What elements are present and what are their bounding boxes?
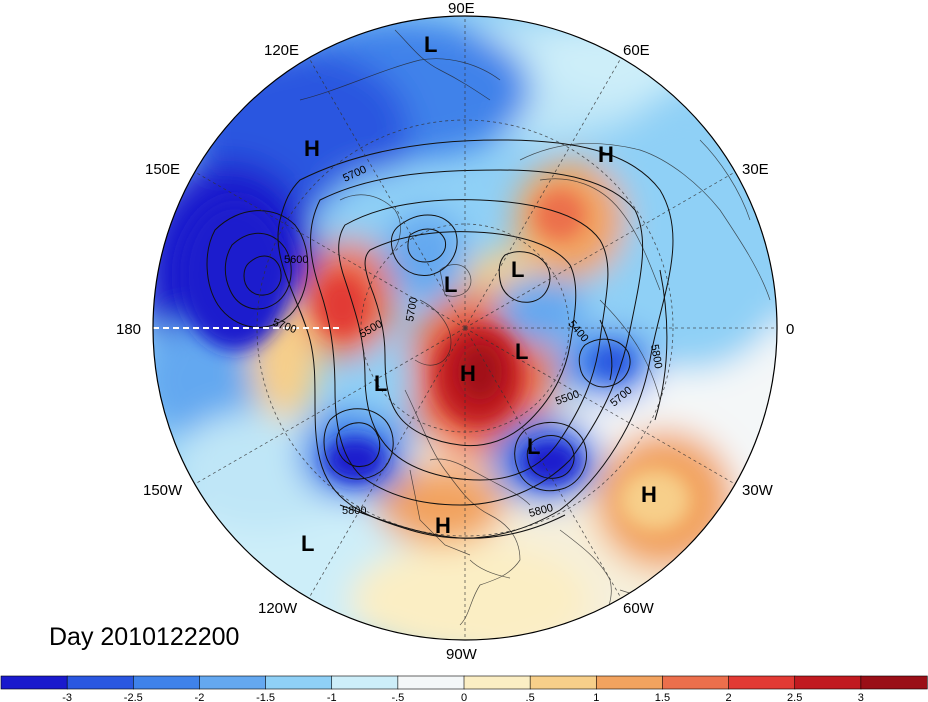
- low-pressure-marker: L: [301, 531, 314, 556]
- colorbar-tick-label: 2.5: [787, 692, 802, 702]
- low-pressure-marker: L: [527, 434, 540, 459]
- high-pressure-marker: H: [641, 482, 657, 507]
- map-title: Day 2010122200: [49, 623, 239, 651]
- colorbar-tick-label: -2: [195, 692, 205, 702]
- colorbar-swatch: [794, 675, 862, 690]
- colorbar-tick-label: 1.5: [655, 692, 670, 702]
- pressure-markers: L H H L L L H L L H H L: [301, 32, 657, 556]
- contour-label: 5800: [648, 343, 664, 369]
- low-pressure-marker: L: [511, 257, 524, 282]
- height-contours: [206, 139, 674, 539]
- lon-label-30e: 30E: [742, 161, 769, 178]
- colorbar-tick-label: 2: [726, 692, 732, 702]
- colorbar-swatch: [529, 675, 597, 690]
- colorbar-tick-label: -3: [62, 692, 72, 702]
- colorbar-swatch: [132, 675, 201, 690]
- map-border: [152, 15, 778, 641]
- lon-label-150w: 150W: [143, 482, 183, 499]
- colorbar-tick-label: -1: [327, 692, 337, 702]
- colorbar-swatch: [728, 675, 796, 690]
- colorbar-swatch: [860, 675, 928, 690]
- lon-label-150e: 150E: [145, 161, 180, 178]
- lon-label-120w: 120W: [258, 600, 298, 617]
- graticule: [194, 16, 777, 640]
- colorbar-tick-label: -2.5: [124, 692, 143, 702]
- anomaly-shading: [153, 16, 777, 640]
- colorbar-swatch: [331, 675, 399, 690]
- colorbar-swatch: [199, 675, 267, 690]
- lon-label-60w: 60W: [623, 600, 655, 617]
- lon-label-60e: 60E: [623, 42, 650, 59]
- longitude-labels: 90E 60E 30E 0 30W 60W 90W 120W 150W 180 …: [116, 0, 794, 663]
- colorbar: -3 -2.5 -2 -1.5 -1 -.5 0 .5 1 1.5 2 2.5 3: [0, 675, 928, 702]
- colorbar-tick-label: -1.5: [256, 692, 275, 702]
- colorbar-swatch: [397, 675, 465, 690]
- colorbar-tick-label: .5: [526, 692, 535, 702]
- colorbar-tick-label: -.5: [391, 692, 404, 702]
- lon-label-180: 180: [116, 321, 141, 338]
- low-pressure-marker: L: [424, 32, 437, 57]
- low-pressure-marker: L: [444, 272, 457, 297]
- colorbar-tick-label: 1: [593, 692, 599, 702]
- colorbar-swatch: [463, 675, 531, 690]
- lon-label-90e: 90E: [448, 0, 475, 17]
- lon-label-30w: 30W: [742, 482, 774, 499]
- colorbar-swatch: [265, 675, 333, 690]
- colorbar-swatch: [66, 675, 134, 690]
- colorbar-tick-label: 3: [858, 692, 864, 702]
- high-pressure-marker: H: [304, 136, 320, 161]
- lon-label-0: 0: [786, 321, 794, 338]
- colorbar-swatch: [0, 675, 68, 690]
- high-pressure-marker: H: [435, 513, 451, 538]
- contour-label: 5800: [342, 505, 366, 517]
- low-pressure-marker: L: [515, 339, 528, 364]
- lon-label-90w: 90W: [446, 646, 478, 663]
- high-pressure-marker: H: [460, 361, 476, 386]
- high-pressure-marker: H: [598, 142, 614, 167]
- colorbar-tick-label: 0: [461, 692, 467, 702]
- low-pressure-marker: L: [374, 371, 387, 396]
- contour-label: 5600: [284, 254, 308, 266]
- colorbar-swatch: [595, 675, 664, 690]
- contour-label: 5700: [404, 296, 420, 322]
- lon-label-120e: 120E: [264, 42, 299, 59]
- colorbar-swatch: [662, 675, 730, 690]
